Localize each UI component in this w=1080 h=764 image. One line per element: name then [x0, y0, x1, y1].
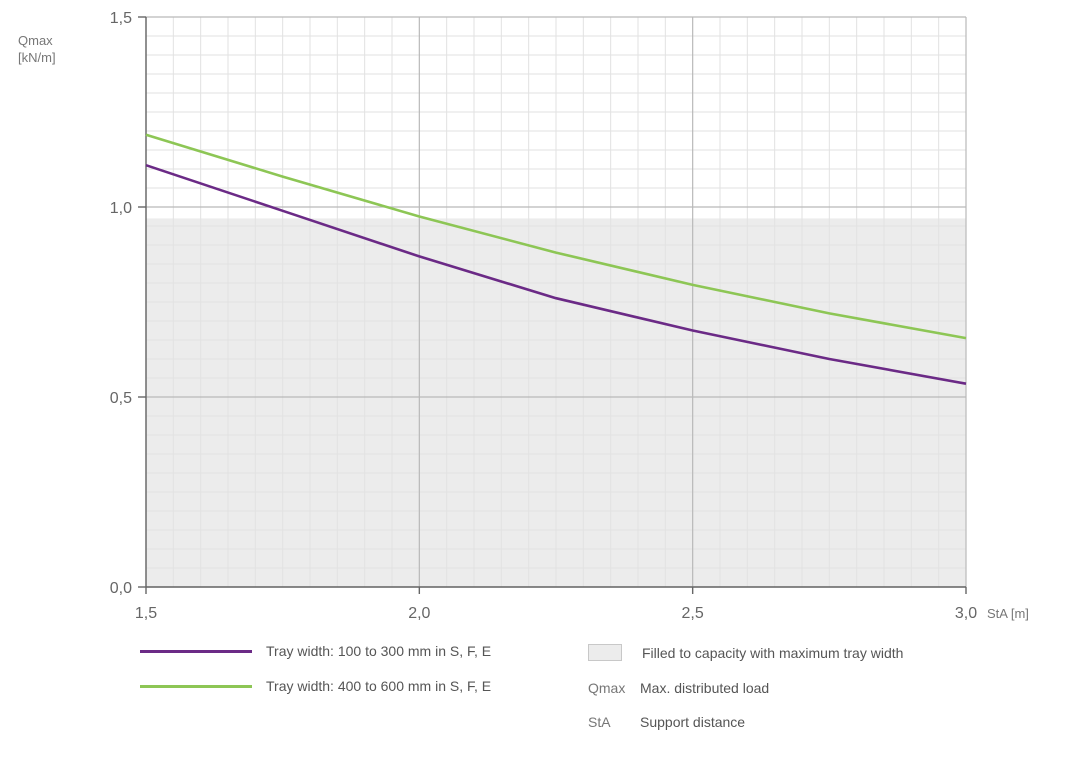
series-line-2: [145, 133, 967, 340]
y-tick-label: 1,0: [110, 200, 132, 217]
legend-swatch-series-1: [140, 649, 252, 653]
legend-abbr-qmax: Qmax: [588, 680, 626, 696]
x-tick-label: 1,5: [135, 605, 157, 622]
legend-desc-qmax: Max. distributed load: [640, 680, 770, 696]
legend-desc-sta: Support distance: [640, 714, 746, 730]
legend-abbr-sta: StA: [588, 714, 611, 730]
x-axis-title: StA [m]: [987, 606, 1029, 621]
legend-item-fill: Filled to capacity with maximum tray wid…: [588, 644, 903, 661]
series-line-1: [145, 163, 967, 385]
y-axis-title-line1: Qmax: [18, 33, 53, 48]
legend-label-series-2: Tray width: 400 to 600 mm in S, F, E: [266, 678, 492, 694]
y-tick-label: 0,5: [110, 390, 132, 407]
legend-label-series-1: Tray width: 100 to 300 mm in S, F, E: [266, 643, 492, 659]
x-tick-label: 3,0: [955, 605, 977, 622]
legend-swatch-fill: [588, 644, 622, 661]
tick-labels: 0,0 0,5 1,0 1,5 1,5 2,0 2,5 3,0: [110, 10, 977, 622]
legend-item-sta: StA Support distance: [588, 714, 745, 730]
series-lines: [145, 133, 967, 385]
legend-label-fill: Filled to capacity with maximum tray wid…: [642, 644, 904, 661]
x-tick-label: 2,0: [408, 605, 430, 622]
legend-swatch-series-2: [140, 684, 252, 688]
x-tick-label: 2,5: [682, 605, 704, 622]
y-tick-label: 0,0: [110, 580, 132, 597]
legend-item-series-2: Tray width: 400 to 600 mm in S, F, E: [140, 678, 491, 694]
y-tick-label: 1,5: [110, 10, 132, 27]
axes: [138, 16, 967, 594]
legend-item-qmax: Qmax Max. distributed load: [588, 680, 769, 696]
y-axis-title-line2: [kN/m]: [18, 50, 56, 65]
legend-item-series-1: Tray width: 100 to 300 mm in S, F, E: [140, 643, 491, 659]
